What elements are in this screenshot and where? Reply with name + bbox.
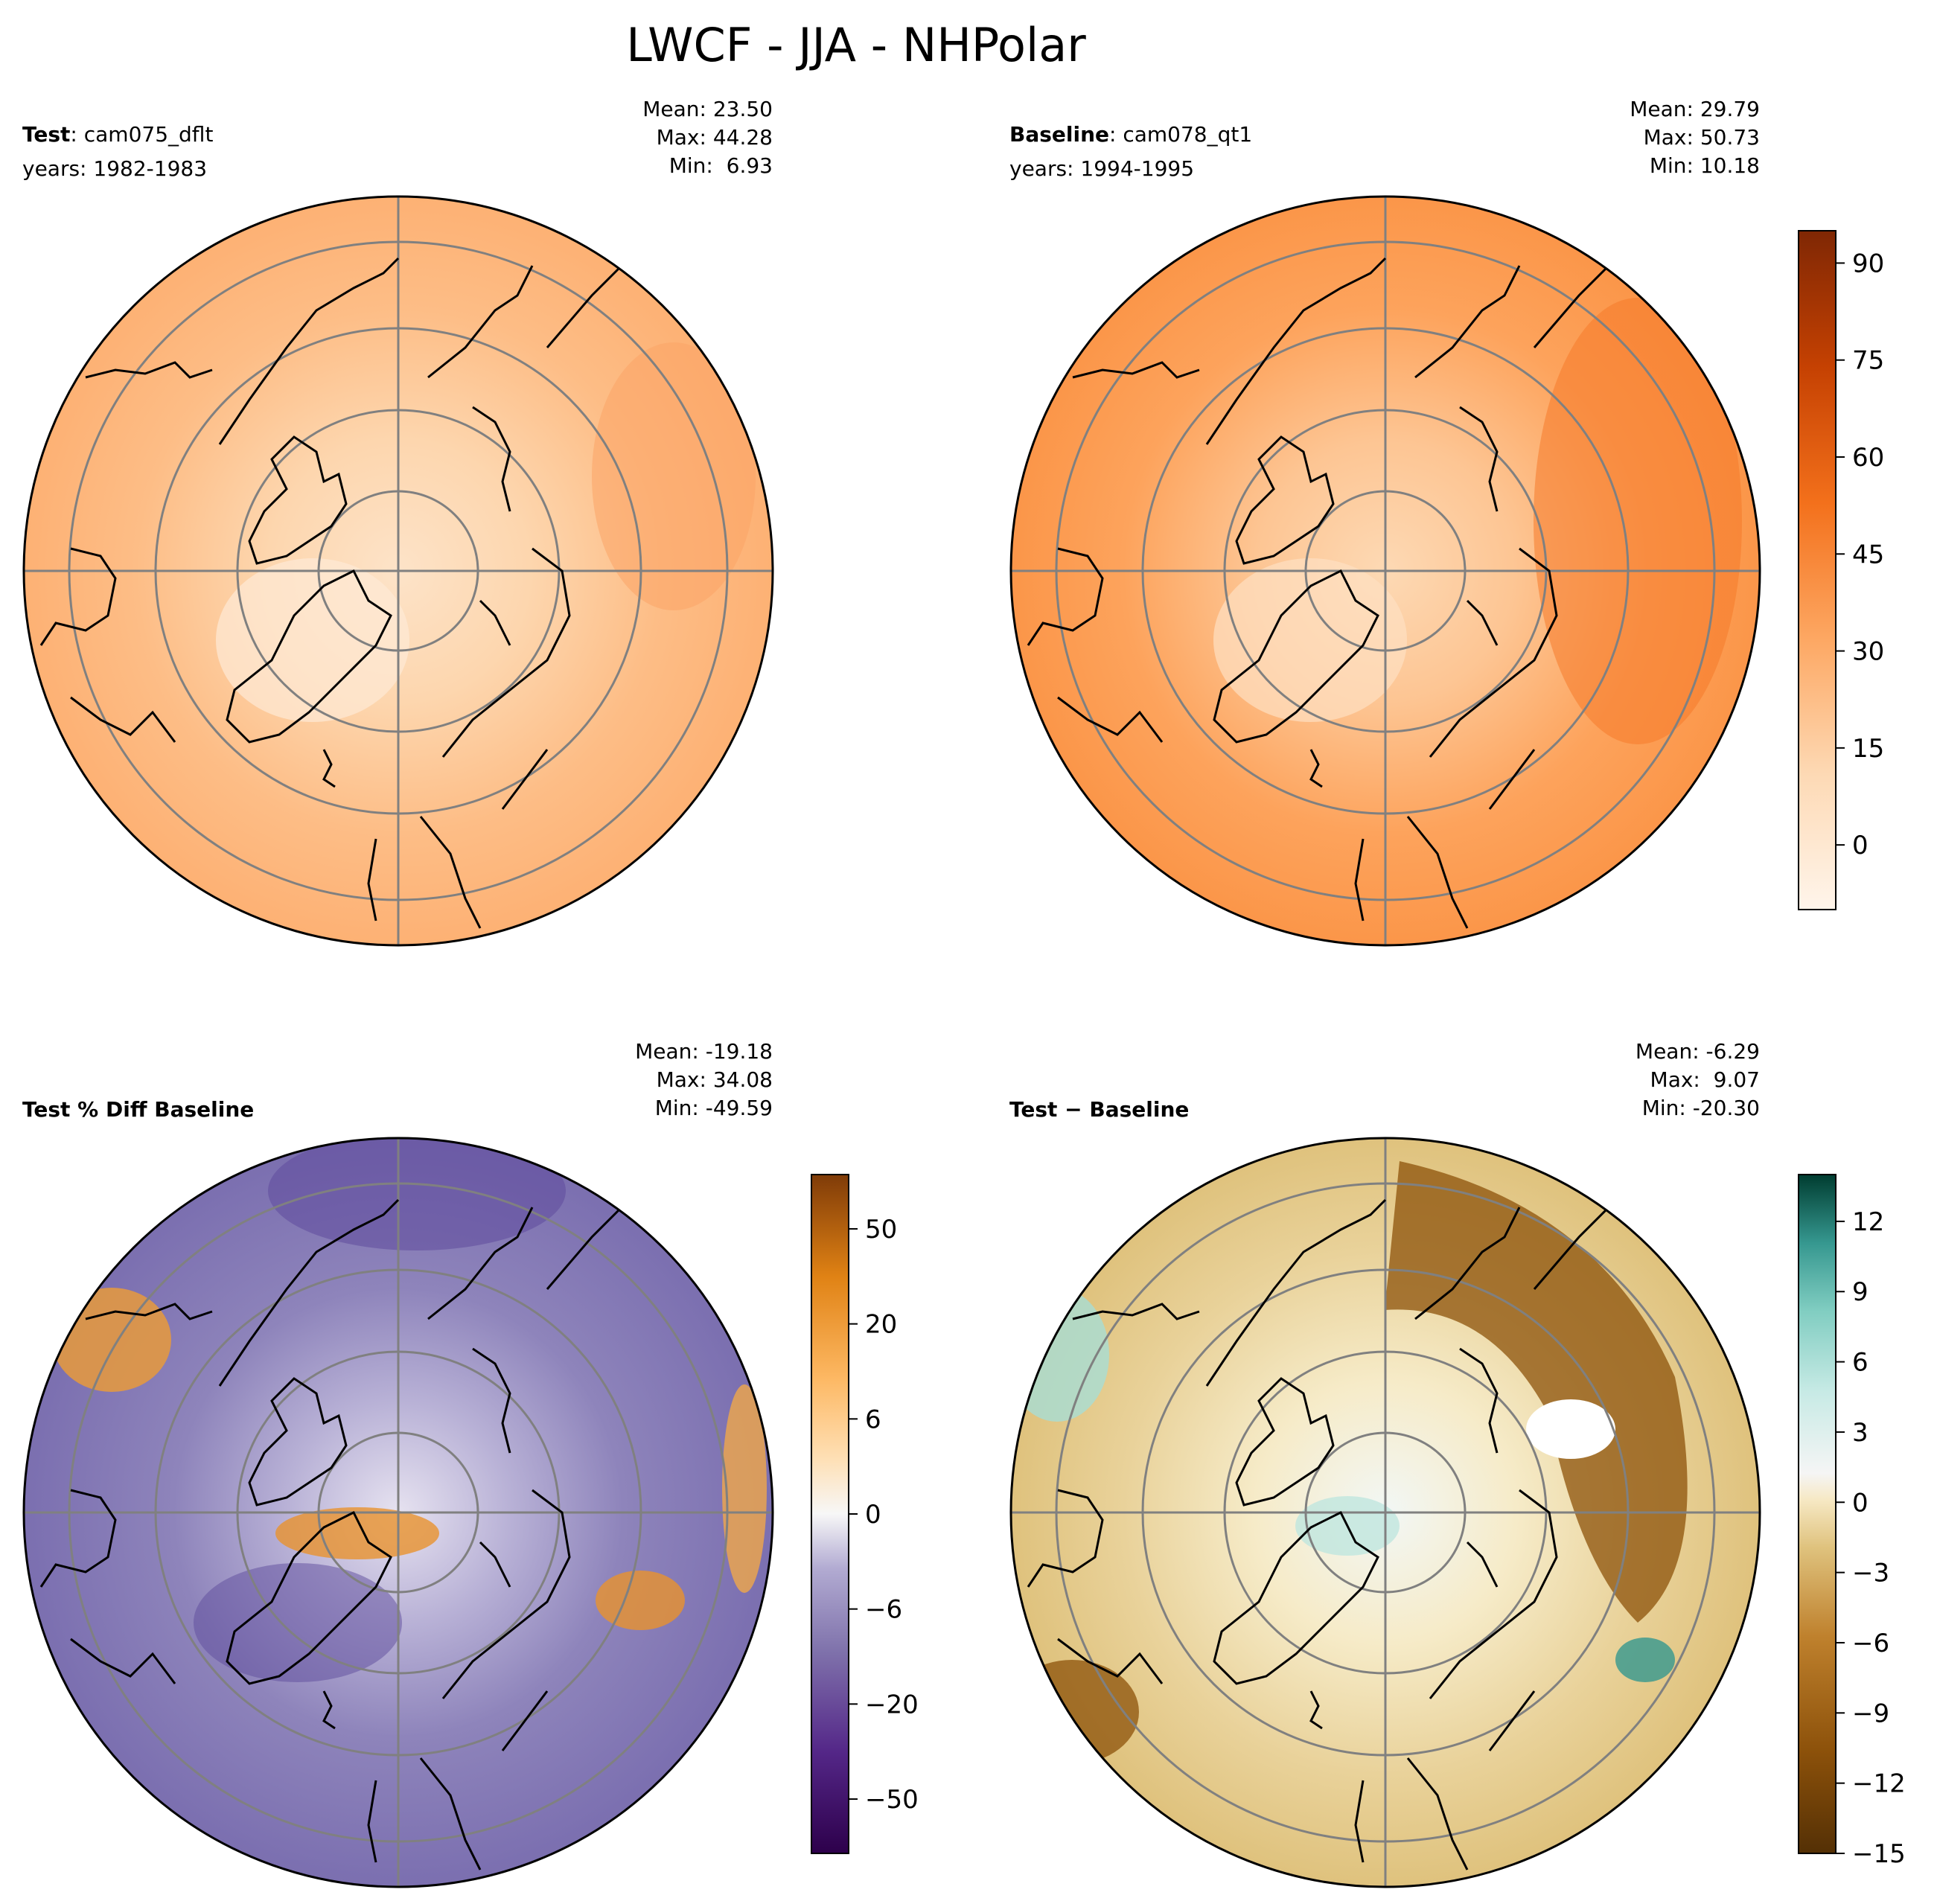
panel-years: years: 1982-1983	[22, 156, 207, 181]
stat-max: Max: 50.73	[1644, 125, 1760, 150]
map-field-patch	[194, 1563, 402, 1682]
map-boundary	[1009, 195, 1761, 947]
colorbar-tick-label: 3	[1852, 1418, 1869, 1448]
map-field-patch	[52, 1288, 171, 1392]
stat-min: Min: -20.30	[1642, 1096, 1760, 1120]
stat-max: Max: 34.08	[657, 1067, 773, 1092]
stat-max: Max: 9.07	[1650, 1067, 1760, 1092]
panel-years: years: 1994-1995	[1009, 156, 1194, 181]
colorbar: 50 20 6 0 −6 −20 −50	[811, 1174, 919, 1854]
panel-label-bold: Test	[1009, 1097, 1057, 1122]
colorbar-tick-label: 0	[1852, 1488, 1869, 1518]
map-field-patch	[1213, 558, 1407, 722]
panel-label-rest: : cam078_qt1	[1109, 122, 1252, 147]
map-field-patch	[1011, 1288, 1109, 1422]
colorbar-tick-label: −3	[1852, 1559, 1889, 1588]
polar-map	[1009, 195, 1761, 947]
colorbar: 90 75 60 45 30 15 0	[1798, 230, 1884, 910]
colorbar-tick-label: 45	[1852, 540, 1884, 569]
stat-min: Min: 10.18	[1650, 153, 1760, 178]
colorbar-tick-label: 20	[865, 1310, 897, 1340]
map-field-patch	[596, 1571, 685, 1630]
map-boundary	[22, 1137, 774, 1888]
colorbar: 12 9 6 3 0 −3 −6 −9 −12 −15	[1798, 1174, 1906, 1869]
polar-map	[22, 1137, 774, 1888]
panel-label: Test % Diff Baseline	[22, 1097, 254, 1122]
panel-label: Baseline: cam078_qt1	[1009, 122, 1252, 147]
colorbar-tick-label: −12	[1852, 1769, 1906, 1799]
colorbar-tick-label: 9	[1852, 1277, 1869, 1307]
colorbar-tick-label: −50	[865, 1785, 919, 1815]
colorbar-body	[1798, 230, 1837, 910]
map-field-patch	[722, 1384, 767, 1593]
colorbar-tick-label: 0	[1852, 831, 1869, 860]
stat-mean: Mean: -19.18	[635, 1039, 773, 1064]
panel-diff: Test − Baseline Mean: -6.29 Max: 9.07 Mi…	[1009, 1039, 1906, 1888]
stat-mean: Mean: 29.79	[1630, 97, 1760, 121]
colorbar-ticks: 50 20 6 0 −6 −20 −50	[849, 1215, 919, 1815]
panel-label: Test: cam075_dflt	[22, 122, 213, 147]
colorbar-tick-label: −15	[1852, 1839, 1906, 1869]
colorbar-tick-label: −20	[865, 1690, 919, 1719]
panel-baseline: Baseline: cam078_qt1 years: 1994-1995 Me…	[1009, 97, 1884, 947]
stat-mean: Mean: 23.50	[642, 97, 773, 121]
panel-label-bold: Test	[22, 122, 70, 147]
map-boundary	[1009, 1137, 1761, 1888]
colorbar-body	[1798, 1174, 1837, 1854]
colorbar-ticks: 12 9 6 3 0 −3 −6 −9 −12 −15	[1836, 1207, 1906, 1869]
panel-test: Test: cam075_dflt years: 1982-1983 Mean:…	[22, 97, 774, 947]
panel-label: Test − Baseline	[1009, 1097, 1189, 1122]
panel-label-bold: Test % Diff Baseline	[22, 1097, 254, 1122]
map-field-patch	[1534, 298, 1742, 744]
map-field-patch	[592, 342, 756, 610]
colorbar-tick-label: 6	[1852, 1348, 1869, 1378]
colorbar-tick-label: 0	[865, 1500, 881, 1530]
stat-mean: Mean: -6.29	[1636, 1039, 1760, 1064]
polar-map	[22, 195, 774, 947]
colorbar-tick-label: −6	[1852, 1629, 1889, 1658]
colorbar-ticks: 90 75 60 45 30 15 0	[1836, 249, 1884, 860]
polar-map	[1009, 1137, 1761, 1888]
map-field-patch	[1615, 1638, 1675, 1682]
panel-label-rest: − Baseline	[1057, 1097, 1189, 1122]
colorbar-tick-label: 90	[1852, 249, 1884, 278]
colorbar-tick-label: 6	[865, 1405, 881, 1434]
colorbar-tick-label: 60	[1852, 443, 1884, 473]
stat-min: Min: 6.93	[669, 153, 773, 178]
colorbar-tick-label: 30	[1852, 637, 1884, 667]
stat-min: Min: -49.59	[655, 1096, 773, 1120]
colorbar-tick-label: 50	[865, 1215, 897, 1245]
map-field-patch	[268, 1138, 566, 1250]
colorbar-tick-label: 15	[1852, 734, 1884, 764]
colorbar-tick-label: −9	[1852, 1699, 1889, 1728]
colorbar-body	[811, 1174, 849, 1854]
panel-pctdiff: Test % Diff Baseline Mean: -19.18 Max: 3…	[22, 1039, 919, 1888]
stat-max: Max: 44.28	[657, 125, 773, 150]
colorbar-tick-label: −6	[865, 1595, 902, 1625]
map-field-patch	[1385, 1161, 1688, 1623]
figure-title: LWCF - JJA - NHPolar	[626, 18, 1086, 72]
map-field-patch	[1526, 1399, 1615, 1459]
colorbar-tick-label: 75	[1852, 346, 1884, 376]
map-field-patch	[216, 558, 409, 722]
map-boundary	[22, 195, 774, 947]
panel-label-rest: : cam075_dflt	[70, 122, 213, 147]
panel-label-bold: Baseline	[1009, 122, 1109, 147]
colorbar-tick-label: 12	[1852, 1207, 1884, 1237]
